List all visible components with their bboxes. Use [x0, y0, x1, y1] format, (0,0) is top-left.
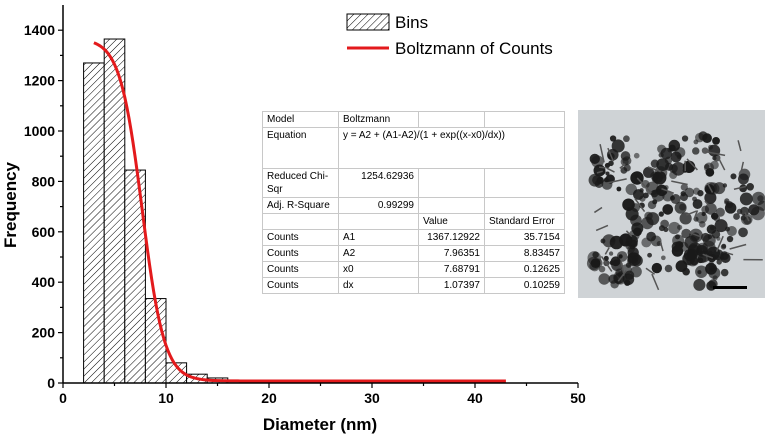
param-name: x0: [338, 261, 419, 278]
y-axis-title: Frequency: [1, 161, 20, 248]
table-row-r2: Adj. R-Square 0.99299: [262, 197, 565, 214]
param-name: dx: [338, 277, 419, 294]
param-group: Counts: [262, 277, 339, 294]
param-name: A1: [338, 229, 419, 246]
x-tick-label: 10: [158, 390, 174, 406]
param-name: A2: [338, 245, 419, 262]
x-axis-title: Diameter (nm): [263, 415, 377, 434]
fit-results-table: Model Boltzmann Equation y = A2 + (A1-A2…: [262, 111, 565, 294]
tem-micrograph-image: [578, 110, 765, 298]
r2-label: Adj. R-Square: [262, 197, 339, 214]
equation-value: y = A2 + (A1-A2)/(1 + exp((x-x0)/dx)): [338, 127, 565, 169]
legend-swatch-bins: [346, 13, 390, 31]
y-tick-label: 1200: [24, 73, 55, 89]
y-tick-label: 1400: [24, 22, 55, 38]
table-row: Counts A1 1367.12922 35.7154: [262, 229, 565, 246]
legend-label-bins: Bins: [395, 13, 428, 32]
x-tick-label: 50: [570, 390, 586, 406]
histogram-bar: [144, 298, 167, 384]
param-error: 0.12625: [484, 261, 565, 278]
x-tick-label: 40: [467, 390, 483, 406]
param-error: 0.10259: [484, 277, 565, 294]
param-error: 8.83457: [484, 245, 565, 262]
param-value: 7.68791: [418, 261, 485, 278]
table-row-header: Value Standard Error: [262, 213, 565, 230]
param-group: Counts: [262, 229, 339, 246]
chi-value: 1254.62936: [338, 168, 419, 198]
equation-label: Equation: [262, 127, 339, 169]
table-row-model: Model Boltzmann: [262, 111, 565, 128]
value-header: Value: [418, 213, 485, 230]
x-tick-label: 30: [364, 390, 380, 406]
table-row: Counts x0 7.68791 0.12625: [262, 261, 565, 278]
model-label: Model: [262, 111, 339, 128]
table-row: Counts dx 1.07397 0.10259: [262, 277, 565, 294]
boltzmann-fit-line: [93, 41, 506, 383]
legend: Bins Boltzmann of Counts: [346, 13, 553, 58]
histogram-bars: [83, 38, 229, 384]
x-tick-label: 0: [59, 390, 67, 406]
table-row: Counts A2 7.96351 8.83457: [262, 245, 565, 262]
y-tick-label: 200: [32, 325, 56, 341]
y-tick-label: 600: [32, 224, 56, 240]
error-header: Standard Error: [484, 213, 565, 230]
scale-bar: [713, 286, 747, 289]
model-value: Boltzmann: [338, 111, 419, 128]
y-tick-label: 1000: [24, 123, 55, 139]
y-tick-label: 400: [32, 274, 56, 290]
legend-label-fit: Boltzmann of Counts: [395, 39, 553, 58]
param-error: 35.7154: [484, 229, 565, 246]
histogram-bar: [83, 62, 105, 384]
param-group: Counts: [262, 245, 339, 262]
param-group: Counts: [262, 261, 339, 278]
table-row-equation: Equation y = A2 + (A1-A2)/(1 + exp((x-x0…: [262, 127, 565, 169]
y-tick-label: 800: [32, 173, 56, 189]
chart-axes: 0 10 20 30 40 50 0 200 400 600 800 1000 1200 1400: [24, 5, 586, 406]
micrograph-particles: [586, 131, 765, 291]
x-tick-label: 20: [261, 390, 277, 406]
param-value: 7.96351: [418, 245, 485, 262]
y-tick-label: 0: [47, 375, 55, 391]
table-row-chi: Reduced Chi-Sqr 1254.62936: [262, 168, 565, 198]
r2-value: 0.99299: [338, 197, 419, 214]
param-value: 1.07397: [418, 277, 485, 294]
param-value: 1367.12922: [418, 229, 485, 246]
chi-label: Reduced Chi-Sqr: [262, 168, 339, 198]
